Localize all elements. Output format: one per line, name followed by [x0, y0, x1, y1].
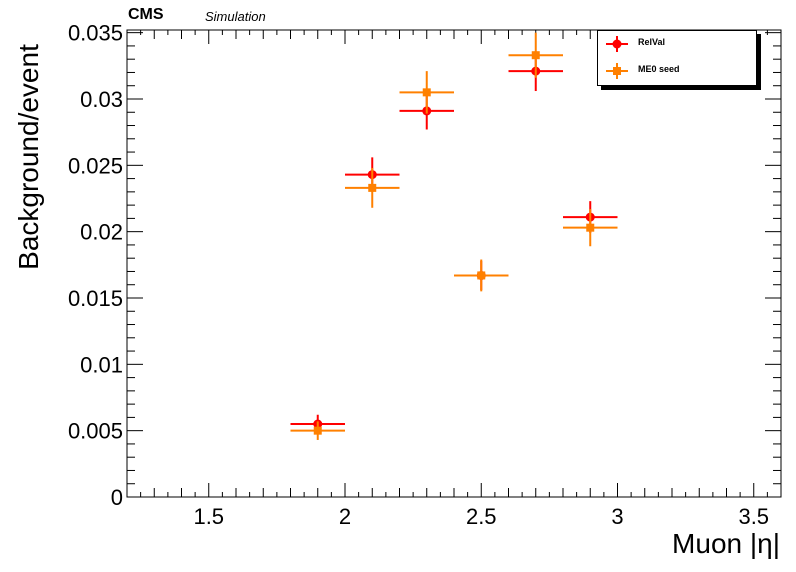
x-axis-title: Muon |η|	[672, 528, 780, 560]
x-tick-label: 1.5	[193, 504, 224, 529]
x-tick-label: 3.5	[738, 504, 769, 529]
data-point-square	[423, 88, 431, 96]
data-point-square	[532, 51, 540, 59]
y-tick-label: 0.015	[68, 286, 123, 311]
x-tick-label: 2.5	[466, 504, 497, 529]
y-tick-label: 0.01	[80, 352, 123, 377]
legend-label-relval: RelVal	[638, 37, 665, 47]
legend-label-me0-seed: ME0 seed	[638, 64, 680, 74]
data-point-square	[314, 427, 322, 435]
x-tick-label: 2	[339, 504, 351, 529]
y-tick-label: 0.005	[68, 419, 123, 444]
data-point-square	[586, 224, 594, 232]
legend-entry-relval: RelVal	[598, 34, 756, 54]
y-tick-label: 0	[111, 485, 123, 510]
y-tick-label: 0.035	[68, 21, 123, 46]
plot-frame	[127, 30, 781, 497]
legend-marker-circle-icon	[598, 34, 638, 54]
y-tick-label: 0.03	[80, 87, 123, 112]
data-point-square	[368, 184, 376, 192]
legend-marker-square-icon	[598, 61, 638, 81]
y-tick-label: 0.025	[68, 153, 123, 178]
legend: RelVal ME0 seed	[597, 30, 757, 86]
legend-entry-me0-seed: ME0 seed	[598, 61, 756, 81]
y-axis-title: Background/event	[13, 44, 45, 270]
data-point-square	[477, 271, 485, 279]
y-tick-label: 0.02	[80, 220, 123, 245]
x-tick-label: 3	[611, 504, 623, 529]
simulation-label: Simulation	[205, 9, 266, 24]
cms-label: CMS	[128, 6, 164, 24]
